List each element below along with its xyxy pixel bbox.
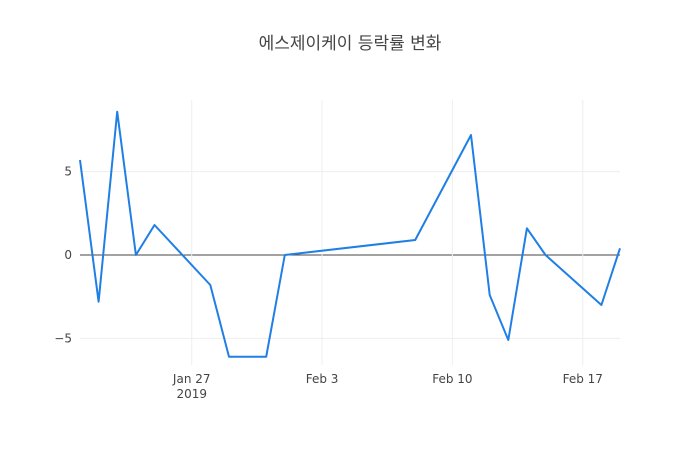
line: [79, 110, 621, 358]
x-tick-label: Feb 17: [563, 372, 603, 386]
chart-title: 에스제이케이 등락률 변화: [259, 34, 442, 54]
y-tick-label: 0: [64, 248, 72, 262]
y-tick-label: 5: [64, 165, 72, 179]
y-tick-label: −5: [54, 331, 72, 345]
x-tick-label: Feb 3: [306, 372, 339, 386]
x-tick-label: Feb 10: [432, 372, 472, 386]
x-tick-label: Jan 27 2019: [172, 372, 211, 401]
